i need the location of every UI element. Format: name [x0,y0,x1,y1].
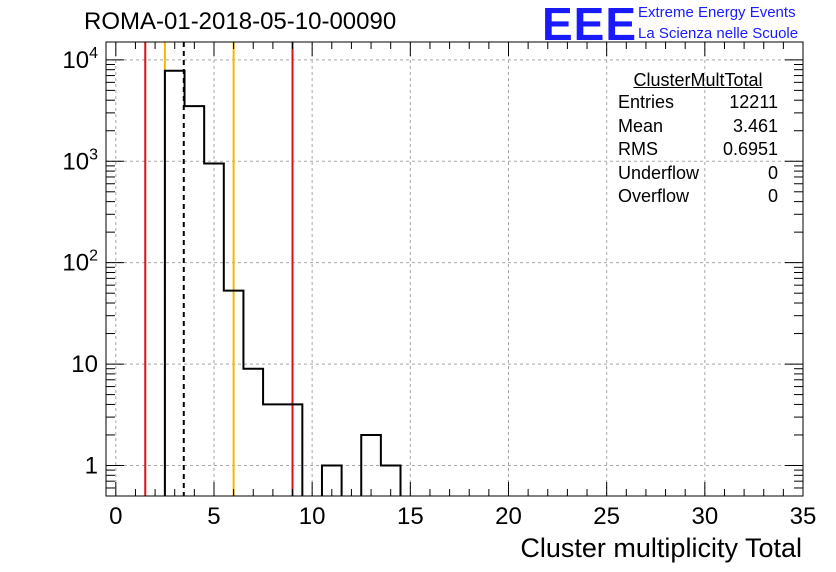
stat-row: Underflow 0 [612,162,778,186]
y-tick-label: 103 [62,146,98,175]
x-tick-label: 15 [397,503,424,530]
histogram-bin [224,291,244,496]
run-title: ROMA-01-2018-05-10-00090 [84,8,397,35]
stat-row: Mean 3.461 [612,115,778,139]
stat-label: RMS [618,139,658,159]
histogram-bin [185,106,205,496]
stat-row: Overflow 0 [612,185,778,209]
plot-frame [105,41,804,497]
x-tick-label: 30 [691,503,718,530]
x-tick-label: 5 [207,503,220,530]
stat-value: 3.461 [732,115,778,136]
x-axis-label: Cluster multiplicity Total [520,533,802,563]
histogram-bin [165,71,185,496]
histogram-bin-group [320,464,343,496]
histogram-bin [204,164,224,496]
histogram-bin-group [360,433,402,496]
x-tick-label: 20 [495,503,522,530]
stat-label: Overflow [618,186,690,206]
stat-value: 12211 [729,92,778,112]
x-tick-label: 35 [790,503,817,530]
y-tick-label: 104 [62,45,98,74]
histogram-bin [263,404,283,496]
stat-row: RMS 0.6951 [612,138,778,162]
eee-logo: EEE [542,0,638,50]
histogram-bin [361,435,381,496]
x-tick-label: 25 [593,503,620,530]
stats-box: ClusterMultTotal Entries 12211 Mean 3.461 RM… [612,70,778,209]
y-tick-label: 10 [71,351,98,378]
stat-value: 0 [767,162,778,183]
y-tick-label: 1 [85,452,98,479]
stats-title: ClusterMultTotal [633,70,763,90]
stat-label: Entries [618,92,675,112]
brand-line-1: Extreme Energy Events [638,4,796,21]
stat-row: Entries 12211 [612,91,778,115]
stat-value: 0.6951 [722,139,778,159]
brand-line-2: La Scienza nelle Scuole [638,25,799,42]
axes: 0 5 10 15 20 25 30 35 1 10 102 103 104 [62,41,817,530]
stat-value: 0 [767,186,778,206]
x-tick-label: 10 [299,503,326,530]
histogram-bins [163,69,402,496]
histogram-bin-group [163,69,304,496]
histogram-bin [243,369,263,496]
stat-label: Mean [618,115,664,136]
stat-label: Underflow [618,162,700,183]
y-tick-label: 102 [62,248,98,277]
x-tick-label: 0 [109,503,122,530]
histogram-bin [283,404,303,496]
